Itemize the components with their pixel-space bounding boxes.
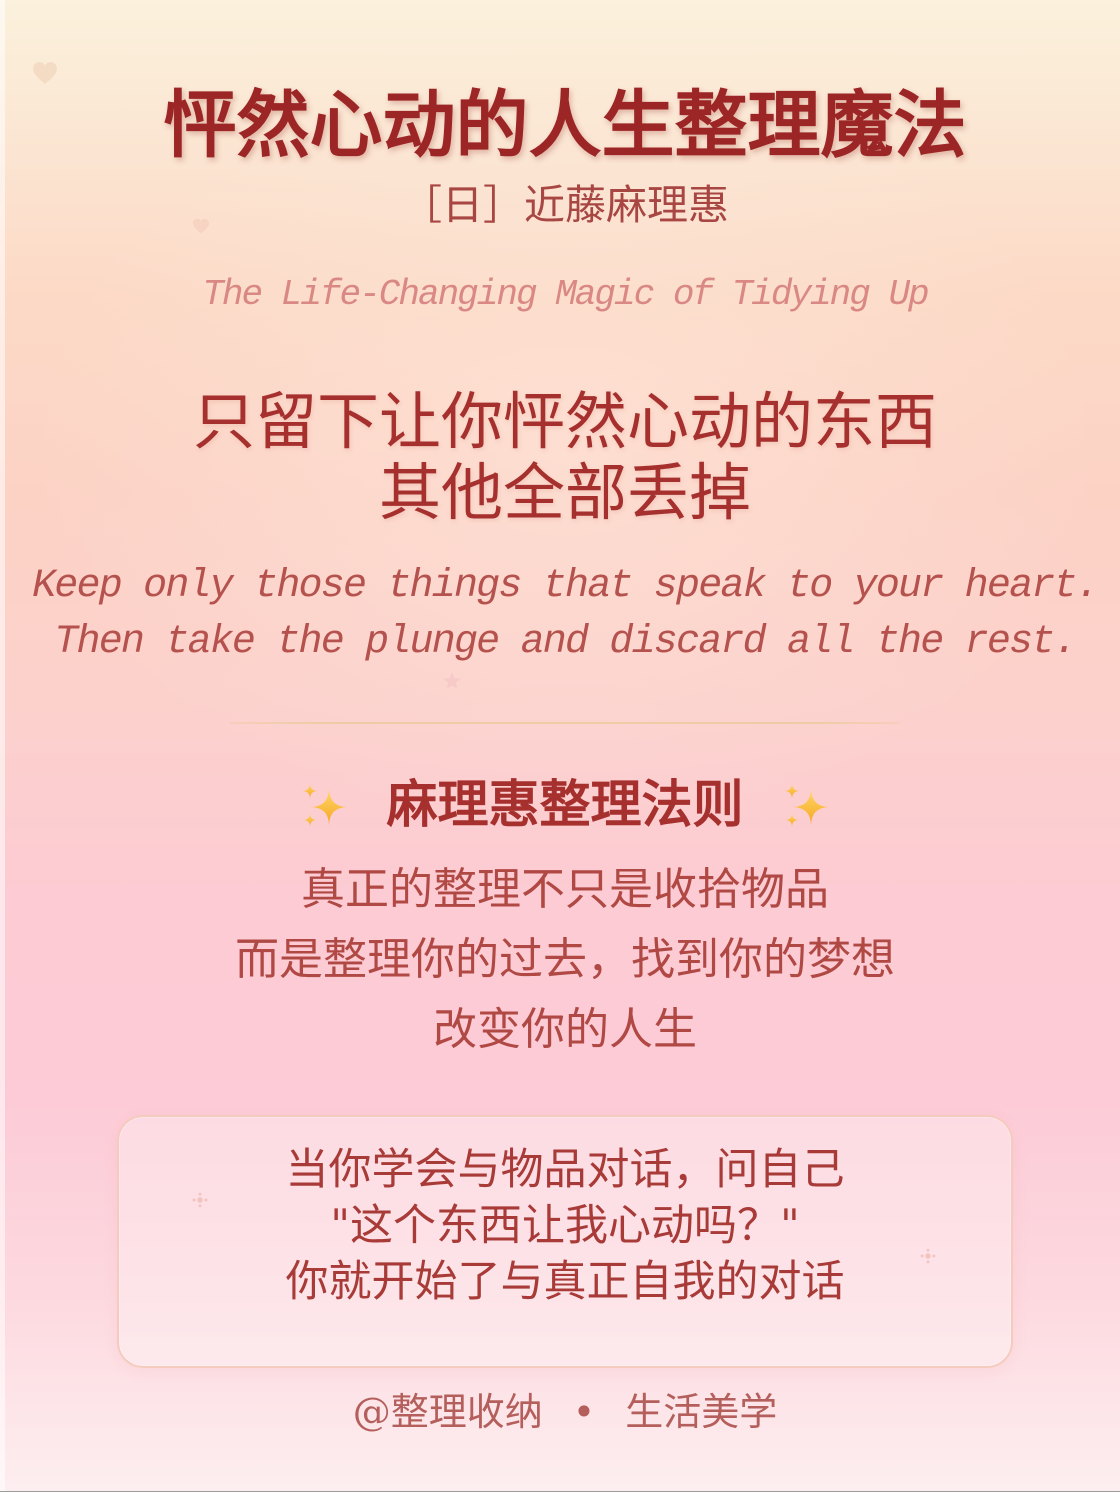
main-quote-line: 其他全部丢掉 (378, 456, 751, 529)
section-divider (230, 722, 900, 724)
sparkles-icon (783, 783, 830, 827)
sparkles-icon (302, 783, 349, 827)
english-quote-line: Then take the plunge and discard all the… (54, 620, 1077, 665)
sparkle-dot-icon (192, 1192, 208, 1208)
footer-tagline: 生活美学 (625, 1390, 778, 1434)
english-quote-line: Keep only those things that speak to you… (32, 564, 1100, 609)
quote-box-line: 你就开始了与真正自我的对话 (285, 1257, 845, 1307)
left-edge-strip (0, 0, 5, 1491)
book-author: ［日］近藤麻理惠 (401, 181, 729, 229)
content-layer: 怦然心动的人生整理魔法 ［日］近藤麻理惠 The Life-Changing M… (10, 0, 1120, 1491)
footer-credit: @整理收纳 • 生活美学 (10, 1389, 1120, 1435)
heart-icon (193, 218, 209, 234)
main-quote-line: 只留下让你怦然心动的东西 (192, 385, 937, 458)
heart-icon (33, 62, 57, 84)
quote-box: 当你学会与物品对话，问自己 "这个东西让我心动吗？" 你就开始了与真正自我的对话 (117, 1115, 1013, 1368)
quote-box-line: "这个东西让我心动吗？" (330, 1201, 800, 1251)
rules-line: 真正的整理不只是收拾物品 (301, 864, 829, 915)
star-icon (443, 672, 461, 689)
rules-heading-row: 麻理惠整理法则 (10, 775, 1120, 835)
bottom-border-line (0, 1491, 1120, 1492)
rules-heading: 麻理惠整理法则 (386, 775, 744, 835)
english-book-title: The Life-Changing Magic of Tidying Up (202, 274, 929, 315)
book-title: 怦然心动的人生整理魔法 (163, 82, 967, 168)
sparkle-dot-icon (920, 1248, 936, 1264)
footer-separator: • (572, 1390, 596, 1434)
footer-handle: @整理收纳 (352, 1390, 543, 1434)
rules-line: 而是整理你的过去，找到你的梦想 (235, 934, 895, 985)
quote-box-line: 当你学会与物品对话，问自己 (285, 1145, 845, 1195)
rules-line: 改变你的人生 (433, 1004, 697, 1055)
